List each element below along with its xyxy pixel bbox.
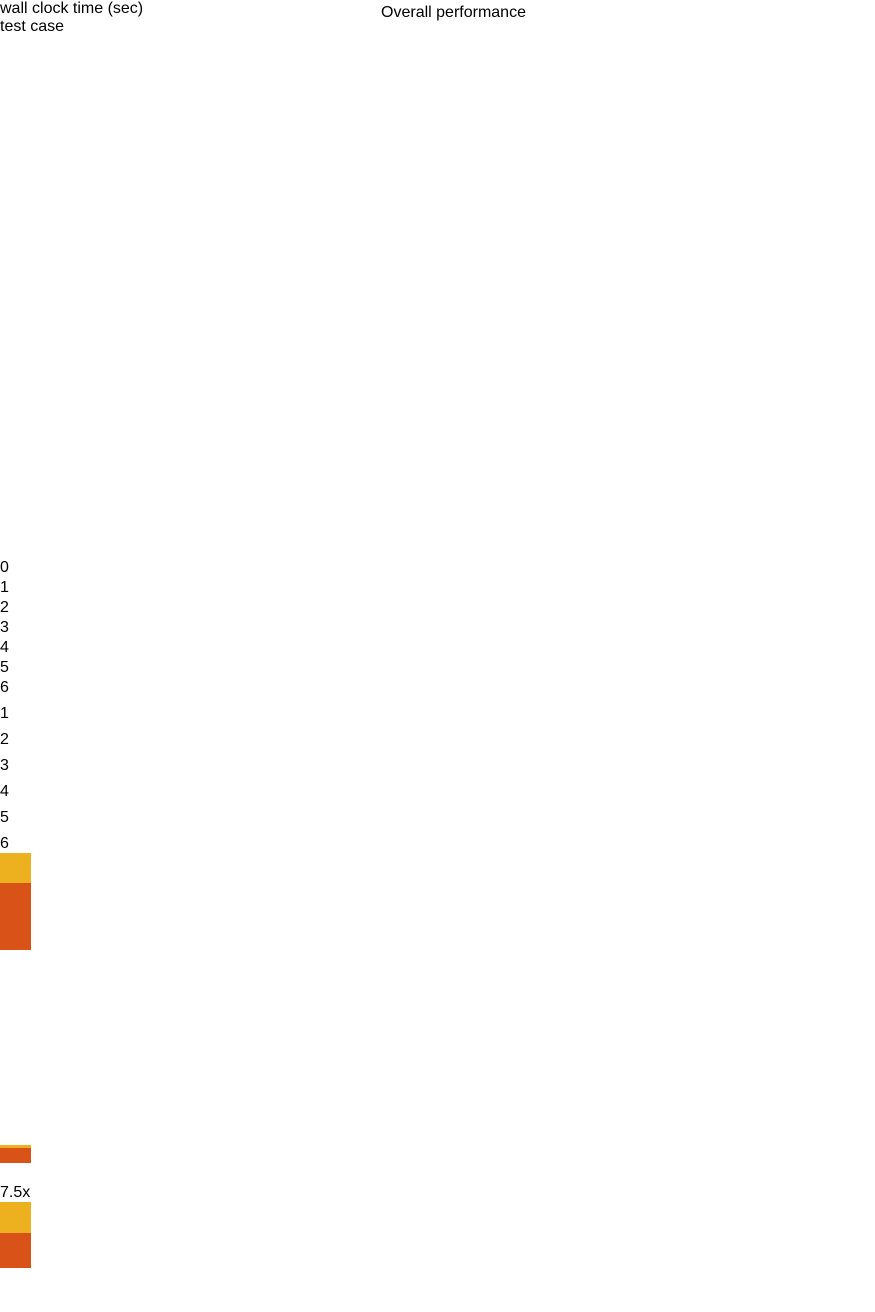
y-tick-label: 6 — [0, 679, 9, 696]
x-tick — [0, 749, 2, 757]
bar-segment-precondition — [0, 1147, 31, 1164]
stacked-bar-left_bar — [0, 853, 31, 1145]
x-axis-line — [0, 555, 681, 557]
x-tick-label: 1 — [0, 705, 9, 722]
x-tick-label: 3 — [0, 757, 9, 774]
y-tick-label: 5 — [0, 659, 9, 676]
y-axis-line — [0, 36, 2, 555]
x-tick — [0, 827, 2, 835]
bar-segment-precondition — [0, 1232, 31, 1269]
x-tick — [0, 723, 2, 731]
x-tick-label: 6 — [0, 835, 9, 852]
bar-segment-densela — [0, 853, 31, 884]
x-axis-label: test case — [0, 18, 65, 35]
y-tick-label: 2 — [0, 599, 9, 616]
x-tick — [0, 697, 2, 705]
y-tick-label: 4 — [0, 639, 9, 656]
y-tick-label: 1 — [0, 579, 9, 596]
x-tick-label: 5 — [0, 809, 9, 826]
chart-title: Overall performance — [381, 4, 526, 21]
speedup-label: 7.5x — [0, 1183, 31, 1201]
y-tick-label: 0 — [0, 559, 9, 576]
x-tick-label: 4 — [0, 783, 9, 800]
bar-segment-densela — [0, 1201, 31, 1233]
x-tick — [0, 801, 2, 809]
stacked-bar-right_bar — [0, 1145, 31, 1184]
y-tick-label: 3 — [0, 619, 9, 636]
y-axis-label: wall clock time (sec) — [0, 0, 144, 17]
x-tick — [0, 775, 2, 783]
x-tick-label: 2 — [0, 731, 9, 748]
bar-segment-precondition — [0, 883, 31, 951]
figure: Overall performance wall clock time (sec… — [0, 0, 526, 1269]
stacked-bar-left_bar — [0, 1201, 31, 1312]
